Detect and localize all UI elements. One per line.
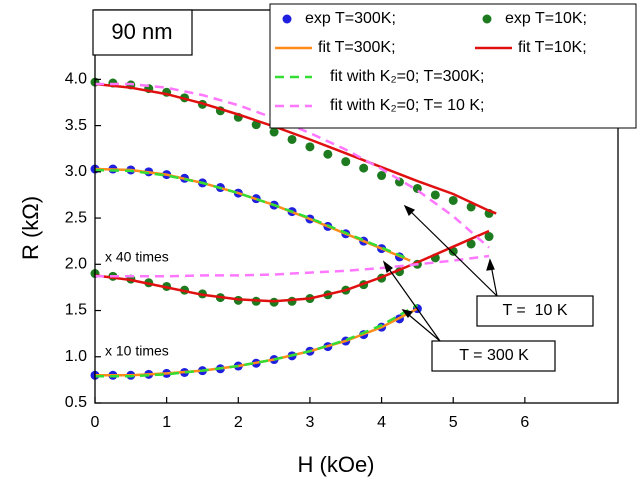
annotation: x 40 times [105,249,169,265]
y-tick-label: 3.5 [65,117,87,134]
arrow-head [403,204,416,217]
legend-marker [482,14,492,24]
legend-label: fit T=10K; [518,39,587,56]
data-point [341,157,351,167]
plot-area [90,77,497,380]
legend-label: fit T=300K; [318,39,396,56]
data-point [448,195,458,205]
arrow-head [382,260,393,274]
x-tick-label: 1 [162,414,171,431]
legend-box [269,3,637,129]
annotation-box [92,9,193,56]
y-tick-label: 2.5 [65,209,87,226]
x-tick-label: 3 [305,414,314,431]
data-point [359,163,369,173]
annotation: x 10 times [105,343,169,359]
annotation-box [431,340,556,372]
arrow [404,205,498,297]
y-tick-label: 1.5 [65,302,87,319]
x-tick-label: 2 [234,414,243,431]
data-point [323,149,333,159]
data-point [466,239,476,249]
y-tick-label: 2.0 [65,256,87,273]
arrow [383,261,441,342]
annotation: T = 300 K [459,347,529,364]
data-point [484,232,494,242]
arrow-head [401,309,414,318]
fit-line [94,82,497,303]
y-tick-label: 1.0 [65,348,87,365]
y-tick-label: 0.5 [65,394,87,411]
x-tick-label: 4 [377,414,386,431]
legend-label: exp T=10K; [505,10,587,27]
data-point [430,190,440,200]
y-tick-label: 4.0 [65,71,87,88]
annotation: 90 nm [111,19,172,44]
legend-label: fit with K₂=0; T=300K; [330,68,484,85]
data-point [305,142,315,152]
annotation-box [476,295,594,327]
y-tick-label: 3.0 [65,163,87,180]
fit-line [94,168,419,378]
annotation-arrows [382,204,498,342]
data-point [377,171,387,181]
y-axis-label: R (kΩ) [18,196,43,260]
legend-label: exp T=300K; [305,10,396,27]
data-point [287,134,297,144]
x-tick-label: 6 [520,414,529,431]
x-tick-label: 0 [91,414,100,431]
data-point [448,246,458,256]
x-tick-label: 5 [449,414,458,431]
arrow-head [486,258,495,271]
annotation: T = 10 K [502,302,567,319]
x-axis-label: H (kOe) [298,452,375,477]
legend-label: fit with K₂=0; T= 10 K; [330,97,484,114]
data-point [269,127,279,137]
legend-marker [282,14,292,24]
